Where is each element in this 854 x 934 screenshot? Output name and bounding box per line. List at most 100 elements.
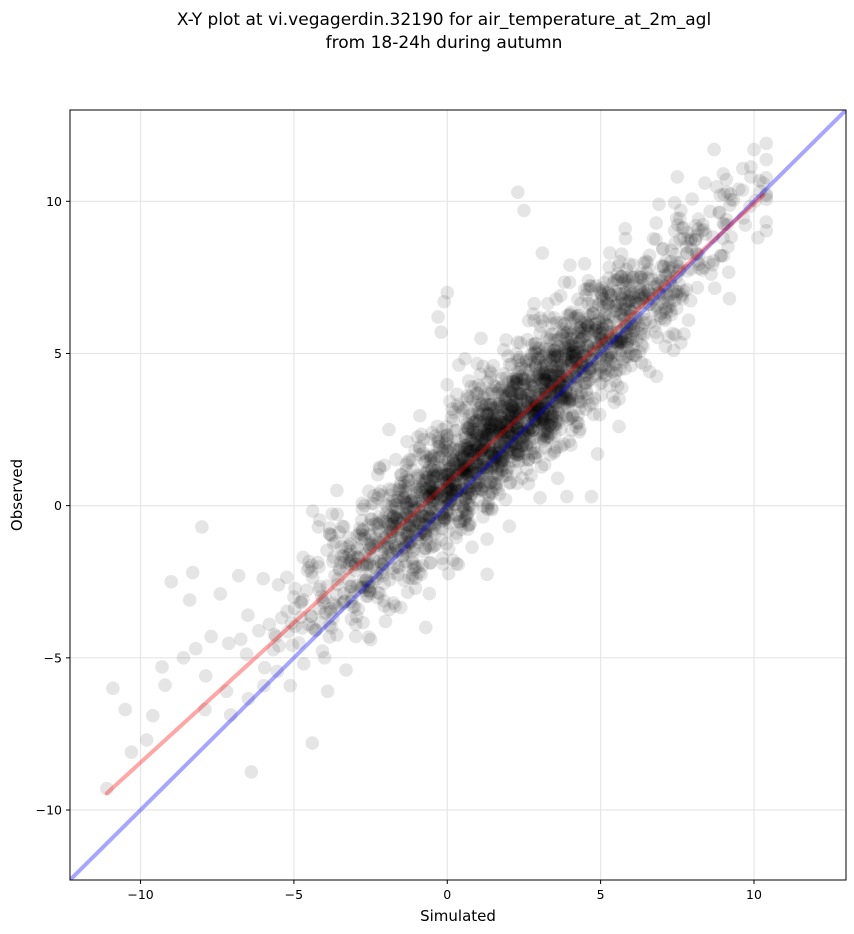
scatter-point (473, 440, 487, 454)
scatter-point (535, 361, 550, 376)
scatter-point (301, 617, 316, 632)
scatter-point (585, 299, 600, 313)
scatter-point (492, 434, 506, 449)
scatter-point (188, 641, 203, 656)
scatter-point (646, 292, 661, 306)
scatter-point (578, 348, 592, 362)
scatter-point (500, 414, 515, 429)
scatter-point (485, 475, 499, 490)
scatter-point (545, 359, 560, 374)
scatter-point (339, 550, 353, 565)
scatter-point (548, 420, 563, 435)
scatter-point (413, 485, 428, 499)
scatter-point (560, 308, 575, 323)
scatter-point (388, 599, 402, 613)
scatter-point (597, 308, 612, 323)
scatter-point (538, 395, 553, 410)
scatter-point (445, 488, 460, 502)
scatter-point (490, 408, 505, 423)
scatter-point (538, 367, 553, 382)
scatter-point (411, 516, 426, 530)
scatter-point (513, 404, 528, 419)
scatter-point (583, 364, 597, 378)
scatter-point (621, 349, 636, 364)
scatter-point (446, 454, 461, 469)
scatter-point (584, 354, 598, 369)
scatter-point (398, 491, 412, 505)
scatter-point (537, 407, 552, 422)
scatter-point (549, 409, 564, 424)
scatter-point (646, 231, 661, 246)
scatter-point (456, 450, 471, 464)
scatter-points (100, 136, 774, 796)
scatter-point (423, 488, 437, 503)
scatter-point (435, 499, 450, 514)
scatter-point (663, 264, 677, 279)
scatter-point (528, 415, 543, 430)
scatter-point (706, 253, 721, 268)
scatter-point (504, 438, 519, 452)
scatter-point (731, 182, 746, 196)
scatter-point (524, 393, 539, 407)
scatter-point (532, 373, 546, 387)
scatter-point (391, 568, 405, 582)
scatter-point (430, 419, 445, 434)
scatter-point (515, 431, 529, 446)
scatter-point (492, 447, 507, 461)
scatter-point (631, 310, 645, 325)
scatter-point (280, 570, 294, 585)
scatter-point (610, 339, 625, 354)
scatter-point (759, 192, 774, 207)
scatter-point (482, 421, 497, 435)
scatter-point (399, 464, 414, 478)
scatter-point (463, 468, 477, 483)
scatter-point (606, 276, 620, 290)
scatter-point (541, 426, 555, 440)
scatter-point (571, 312, 586, 326)
scatter-point (419, 470, 434, 485)
scatter-point (443, 494, 458, 508)
scatter-point (491, 482, 505, 497)
scatter-point (370, 590, 385, 605)
scatter-point (555, 372, 570, 387)
scatter-point (381, 499, 395, 514)
scatter-point (498, 388, 513, 403)
scatter-point (565, 408, 580, 423)
scatter-point (460, 420, 475, 435)
scatter-point (405, 571, 419, 586)
scatter-point (600, 325, 615, 340)
scatter-point (460, 467, 475, 482)
scatter-point (478, 485, 493, 500)
scatter-point (512, 350, 527, 365)
scatter-point (506, 372, 521, 387)
scatter-point (296, 592, 310, 607)
scatter-point (631, 269, 646, 284)
scatter-point (412, 565, 426, 580)
scatter-point (399, 535, 414, 549)
scatter-point (504, 442, 519, 457)
scatter-point (538, 423, 552, 438)
scatter-point (461, 464, 475, 479)
scatter-point (468, 444, 483, 459)
scatter-point (579, 358, 594, 373)
scatter-point (505, 375, 520, 389)
scatter-point (600, 353, 614, 367)
scatter-point (505, 429, 520, 443)
scatter-point (480, 532, 494, 546)
scatter-point (467, 460, 481, 475)
scatter-point (563, 258, 577, 273)
scatter-point (538, 354, 553, 368)
scatter-point (355, 580, 369, 595)
scatter-point (402, 520, 417, 535)
scatter-point (569, 348, 583, 363)
scatter-point (325, 507, 340, 521)
scatter-point (504, 400, 519, 414)
scatter-point (314, 589, 329, 604)
scatter-point (449, 508, 464, 523)
scatter-point (364, 536, 378, 550)
scatter-point (257, 660, 272, 675)
scatter-point (525, 337, 540, 352)
scatter-point (551, 383, 566, 397)
scatter-point (545, 368, 560, 383)
scatter-point (315, 593, 330, 608)
